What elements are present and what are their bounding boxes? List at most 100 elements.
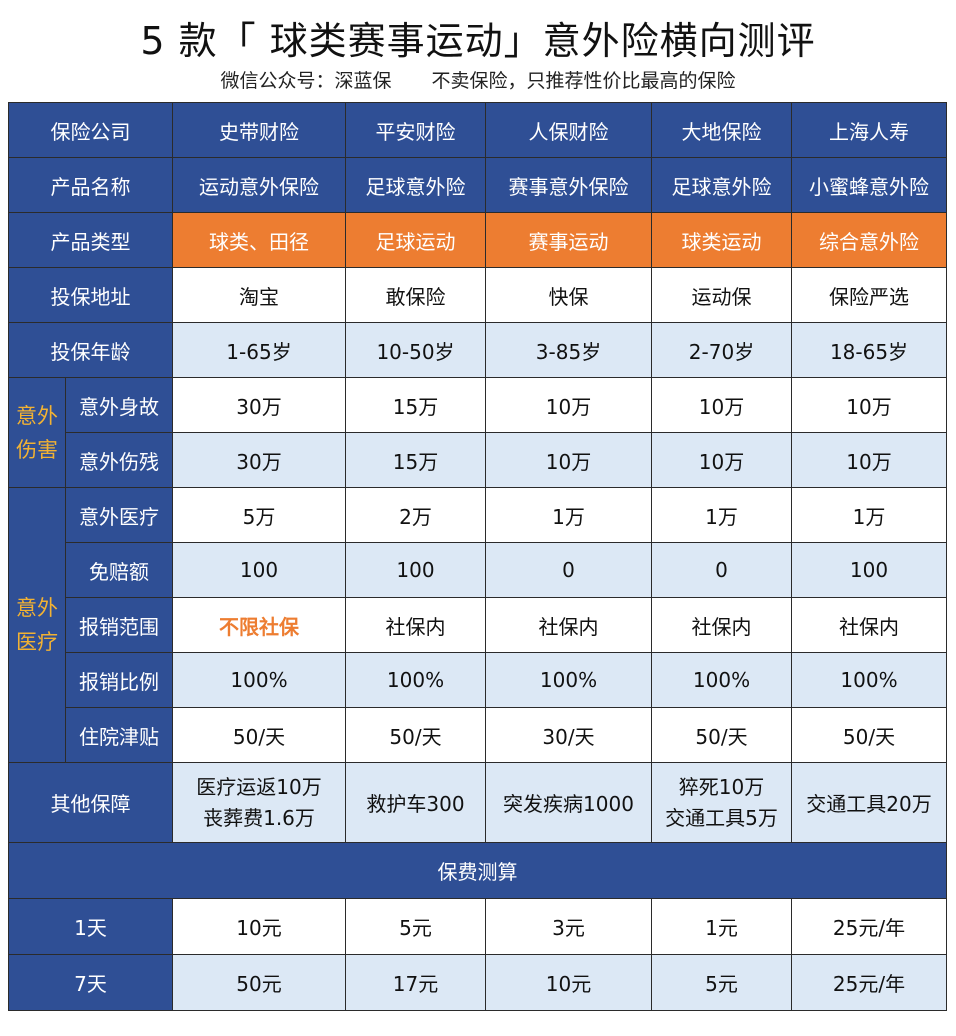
other-cell: 医疗运返10万 丧葬费1.6万: [172, 762, 346, 843]
product-cell: 小蜜蜂意外险: [791, 157, 947, 213]
ratio-cell: 100%: [345, 652, 486, 708]
day1-cell: 25元/年: [791, 898, 947, 955]
death-cell: 10万: [791, 377, 947, 433]
platform-cell: 淘宝: [172, 267, 346, 323]
row-label-ratio: 报销比例: [65, 652, 173, 708]
company-cell: 平安财险: [345, 102, 486, 158]
medical-cell: 2万: [345, 487, 486, 543]
platform-cell: 保险严选: [791, 267, 947, 323]
ratio-cell: 100%: [485, 652, 652, 708]
day1-cell: 10元: [172, 898, 346, 955]
row-medical: 意外 医疗 意外医疗 5万 2万 1万 1万 1万: [8, 487, 947, 763]
disability-cell: 10万: [485, 432, 652, 488]
row-label-disability: 意外伤残: [65, 432, 173, 488]
type-cell: 赛事运动: [485, 212, 652, 268]
row-ratio: 报销比例 100% 100% 100% 100% 100%: [9, 652, 947, 708]
subtitle-wechat: 微信公众号：深蓝保: [220, 70, 392, 92]
row-label-other: 其他保障: [8, 762, 173, 843]
day7-cell: 5元: [651, 954, 792, 1011]
row-day1: 1天 10元 5元 3元 1元 25元/年: [8, 898, 947, 955]
row-day7: 7天 50元 17元 10元 5元 25元/年: [8, 954, 947, 1011]
row-age: 投保年龄 1-65岁 10-50岁 3-85岁 2-70岁 18-65岁: [8, 322, 947, 378]
ratio-cell: 100%: [172, 652, 346, 708]
age-cell: 1-65岁: [172, 322, 346, 378]
medical-cell: 1万: [791, 487, 947, 543]
row-disability: 意外伤残 30万 15万 10万 10万 10万: [9, 432, 947, 488]
premium-section-header: 保费测算: [8, 842, 947, 899]
scope-cell: 社保内: [485, 597, 652, 653]
hospital-cell: 50/天: [345, 707, 486, 763]
other-cell: 交通工具20万: [791, 762, 947, 843]
day7-cell: 17元: [345, 954, 486, 1011]
day1-cell: 1元: [651, 898, 792, 955]
row-label-scope: 报销范围: [65, 597, 173, 653]
age-cell: 10-50岁: [345, 322, 486, 378]
row-company: 保险公司 史带财险 平安财险 人保财险 大地保险 上海人寿: [8, 102, 947, 158]
company-cell: 上海人寿: [791, 102, 947, 158]
ratio-cell: 100%: [651, 652, 792, 708]
disability-cell: 15万: [345, 432, 486, 488]
disability-cell: 10万: [791, 432, 947, 488]
row-label-day1: 1天: [8, 898, 173, 955]
scope-cell: 社保内: [345, 597, 486, 653]
death-cell: 15万: [345, 377, 486, 433]
deductible-cell: 100: [172, 542, 346, 598]
product-cell: 足球意外险: [345, 157, 486, 213]
row-other: 其他保障 医疗运返10万 丧葬费1.6万 救护车300 突发疾病1000 猝死10…: [8, 762, 947, 843]
platform-cell: 敢保险: [345, 267, 486, 323]
row-type: 产品类型 球类、田径 足球运动 赛事运动 球类运动 综合意外险: [8, 212, 947, 268]
row-label-medical: 意外医疗: [65, 487, 173, 543]
row-label-deductible: 免赔额: [65, 542, 173, 598]
hospital-cell: 30/天: [485, 707, 652, 763]
death-cell: 30万: [172, 377, 346, 433]
deductible-cell: 0: [485, 542, 652, 598]
row-label-death: 意外身故: [65, 377, 173, 433]
age-cell: 2-70岁: [651, 322, 792, 378]
subtitle-slogan: 不卖保险，只推荐性价比最高的保险: [431, 70, 736, 92]
row-label-day7: 7天: [8, 954, 173, 1011]
row-hospital: 住院津贴 50/天 50/天 30/天 50/天 50/天: [9, 707, 947, 763]
medical-cell: 1万: [485, 487, 652, 543]
product-cell: 赛事意外保险: [485, 157, 652, 213]
group-label-medical: 意外 医疗: [8, 487, 66, 763]
death-cell: 10万: [651, 377, 792, 433]
platform-cell: 快保: [485, 267, 652, 323]
type-cell: 球类、田径: [172, 212, 346, 268]
type-cell: 球类运动: [651, 212, 792, 268]
row-label-age: 投保年龄: [8, 322, 173, 378]
product-cell: 足球意外险: [651, 157, 792, 213]
row-label-hospital: 住院津贴: [65, 707, 173, 763]
row-product: 产品名称 运动意外保险 足球意外险 赛事意外保险 足球意外险 小蜜蜂意外险: [8, 157, 947, 213]
medical-cell: 5万: [172, 487, 346, 543]
death-cell: 10万: [485, 377, 652, 433]
row-label-product: 产品名称: [8, 157, 173, 213]
row-death: 意外 伤害 意外身故 30万 15万 10万 10万 10万: [8, 377, 947, 488]
day1-cell: 5元: [345, 898, 486, 955]
day7-cell: 25元/年: [791, 954, 947, 1011]
day7-cell: 50元: [172, 954, 346, 1011]
row-scope: 报销范围 不限社保 社保内 社保内 社保内 社保内: [9, 597, 947, 653]
age-cell: 3-85岁: [485, 322, 652, 378]
row-premium-header: 保费测算: [8, 842, 947, 899]
page-title: 5 款「 球类赛事运动」意外险横向测评: [140, 19, 816, 63]
ratio-cell: 100%: [791, 652, 947, 708]
hospital-cell: 50/天: [791, 707, 947, 763]
deductible-cell: 100: [791, 542, 947, 598]
scope-cell: 社保内: [791, 597, 947, 653]
other-cell: 突发疾病1000: [485, 762, 652, 843]
product-cell: 运动意外保险: [172, 157, 346, 213]
other-cell: 猝死10万 交通工具5万: [651, 762, 792, 843]
other-cell: 救护车300: [345, 762, 486, 843]
row-label-type: 产品类型: [8, 212, 173, 268]
subtitle: 微信公众号：深蓝保 不卖保险，只推荐性价比最高的保险: [0, 66, 956, 93]
row-deductible: 免赔额 100 100 0 0 100: [9, 542, 947, 598]
comparison-table: 保险公司 史带财险 平安财险 人保财险 大地保险 上海人寿 产品名称 运动意外保…: [8, 102, 947, 1011]
scope-cell: 社保内: [651, 597, 792, 653]
hospital-cell: 50/天: [651, 707, 792, 763]
company-cell: 史带财险: [172, 102, 346, 158]
hospital-cell: 50/天: [172, 707, 346, 763]
deductible-cell: 100: [345, 542, 486, 598]
age-cell: 18-65岁: [791, 322, 947, 378]
row-platform: 投保地址 淘宝 敢保险 快保 运动保 保险严选: [8, 267, 947, 323]
company-cell: 人保财险: [485, 102, 652, 158]
